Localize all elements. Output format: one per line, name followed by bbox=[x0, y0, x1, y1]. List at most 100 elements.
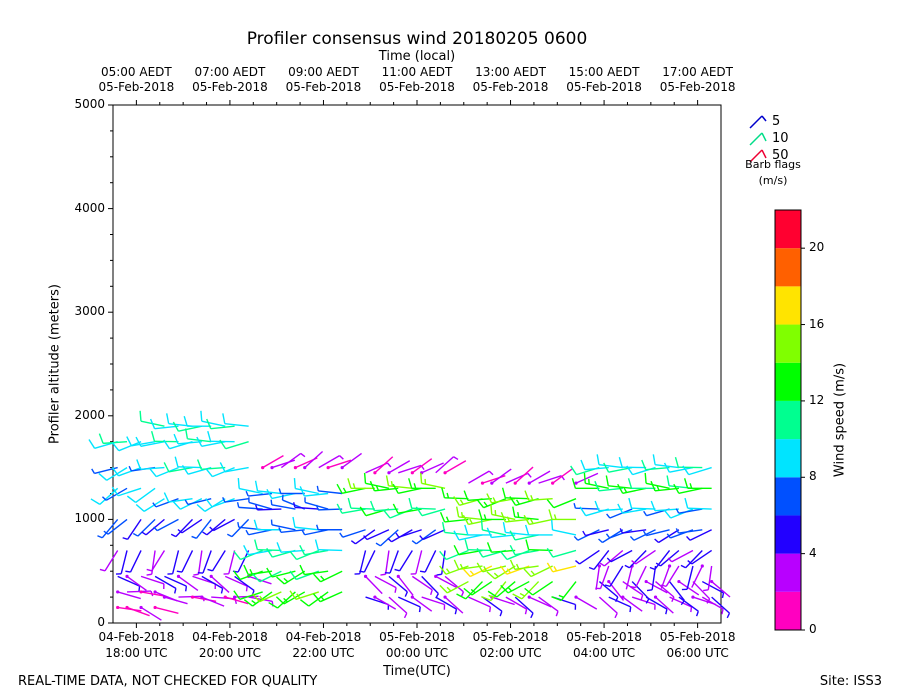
wind-barb-half bbox=[185, 586, 188, 592]
wind-barb-half bbox=[469, 570, 475, 576]
wind-barb-full bbox=[546, 562, 554, 573]
site-label: Site: ISS3 bbox=[819, 674, 882, 689]
wind-barb-staff bbox=[156, 518, 179, 532]
wind-barb-calm-dot bbox=[139, 590, 143, 594]
wind-barb-full bbox=[439, 550, 447, 560]
colorbar-frame bbox=[774, 209, 802, 631]
wind-barb-full bbox=[150, 431, 156, 442]
wind-barb-calm-dot bbox=[490, 481, 494, 485]
wind-barb-full bbox=[243, 564, 249, 575]
wind-barb-staff bbox=[507, 580, 530, 594]
x-tick-label-time: 06:00 UTC bbox=[666, 646, 729, 660]
wind-barb-full bbox=[453, 530, 460, 541]
wind-barb-staff bbox=[365, 575, 383, 595]
wind-barb-full bbox=[173, 433, 179, 445]
colorbar-segment bbox=[775, 324, 801, 363]
wind-barb-calm-dot bbox=[233, 595, 237, 599]
wind-barb-staff bbox=[248, 596, 273, 602]
wind-barb-staff bbox=[411, 458, 433, 474]
wind-barb-staff bbox=[181, 518, 203, 534]
wind-barb-full bbox=[135, 503, 145, 512]
wind-barb-calm-dot bbox=[125, 574, 129, 578]
wind-barb-half bbox=[656, 485, 660, 491]
wind-barb-staff bbox=[686, 565, 694, 590]
wind-barb-full bbox=[546, 547, 554, 558]
wind-barb-half bbox=[146, 573, 152, 576]
wind-barb-full bbox=[243, 599, 254, 607]
wind-barb-full bbox=[233, 590, 241, 600]
wind-barb-calm-dot bbox=[434, 574, 438, 578]
wind-barb-half bbox=[193, 573, 199, 576]
wind-barb-half bbox=[236, 502, 240, 508]
wind-barb-full bbox=[453, 545, 460, 555]
wind-barb-staff bbox=[388, 575, 408, 593]
wind-barb-staff bbox=[552, 468, 573, 484]
wind-barb-staff bbox=[444, 460, 467, 474]
wind-barb-calm-dot bbox=[176, 574, 181, 578]
wind-barb-half bbox=[125, 570, 131, 573]
wind-barb-half bbox=[660, 584, 667, 588]
wind-barb-staff bbox=[204, 498, 226, 512]
wind-barb-full bbox=[206, 418, 212, 429]
wind-barb-full bbox=[490, 503, 493, 515]
wind-barb-full bbox=[111, 467, 120, 477]
wind-barb-full bbox=[369, 480, 376, 492]
wind-barb-half bbox=[605, 533, 611, 539]
wind-barb-full bbox=[172, 421, 180, 432]
wind-barb-half bbox=[237, 521, 240, 528]
wind-barb-full bbox=[392, 503, 399, 514]
wind-barb-half bbox=[138, 586, 141, 592]
wind-barb-half bbox=[469, 518, 473, 524]
wind-barb-staff bbox=[280, 549, 305, 553]
wind-barb-staff bbox=[444, 531, 469, 536]
wind-barb-half bbox=[339, 455, 344, 460]
wind-barb-half bbox=[645, 598, 650, 604]
wind-barb-full bbox=[663, 509, 672, 519]
wind-barb-half bbox=[453, 456, 459, 461]
wind-barb-half bbox=[573, 502, 577, 509]
wind-barb-calm-dot bbox=[691, 595, 695, 599]
wind-barb-calm-dot bbox=[190, 595, 195, 599]
wind-barb-full bbox=[486, 527, 492, 538]
x-tick-label-date: 05-Feb-2018 bbox=[659, 630, 736, 644]
wind-barb-half bbox=[488, 594, 494, 598]
wind-barb-half bbox=[403, 612, 408, 619]
wind-barb-staff bbox=[201, 466, 226, 470]
wind-barb-full bbox=[663, 462, 670, 473]
wind-barb-half bbox=[300, 452, 306, 458]
wind-barb-staff bbox=[374, 508, 399, 512]
wind-barb-staff bbox=[248, 529, 273, 536]
wind-barb-staff bbox=[608, 596, 631, 608]
wind-barb-full bbox=[254, 539, 259, 550]
wind-barb-half bbox=[259, 595, 264, 601]
wind-barb-full bbox=[363, 472, 367, 484]
wind-barb-staff bbox=[118, 487, 142, 497]
wind-barb-half bbox=[99, 568, 106, 572]
wind-barb-full bbox=[682, 465, 690, 476]
wind-barb-half bbox=[654, 538, 660, 544]
wind-barb-staff bbox=[622, 596, 643, 612]
wind-barb-calm-dot bbox=[480, 481, 485, 485]
x-axis-title: Time(UTC) bbox=[383, 664, 451, 679]
wind-barb-staff bbox=[140, 466, 165, 470]
wind-barb-full bbox=[462, 514, 469, 525]
wind-barb-staff bbox=[389, 550, 399, 574]
wind-barb-staff bbox=[421, 575, 439, 595]
wind-barb-staff bbox=[678, 596, 699, 612]
wind-barb-staff bbox=[505, 518, 530, 523]
wind-barb-full bbox=[252, 573, 261, 583]
wind-barb-full bbox=[439, 512, 446, 523]
wind-barb-staff bbox=[491, 468, 512, 484]
top-axis-title: Time (local) bbox=[378, 49, 456, 64]
wind-barb-full bbox=[266, 488, 273, 499]
wind-barb-half bbox=[599, 562, 605, 567]
wind-barb-full bbox=[293, 478, 297, 489]
wind-barb-staff bbox=[374, 575, 397, 589]
wind-barb-full bbox=[462, 568, 471, 578]
x-tick-label-date: 04-Feb-2018 bbox=[98, 630, 175, 644]
wind-barb-staff bbox=[528, 596, 552, 608]
wind-barb-staff bbox=[151, 550, 166, 572]
x2-tick-label-time: 11:00 AEDT bbox=[381, 65, 453, 79]
wind-barb-full bbox=[276, 576, 285, 585]
wind-barb-calm-dot bbox=[139, 605, 143, 610]
